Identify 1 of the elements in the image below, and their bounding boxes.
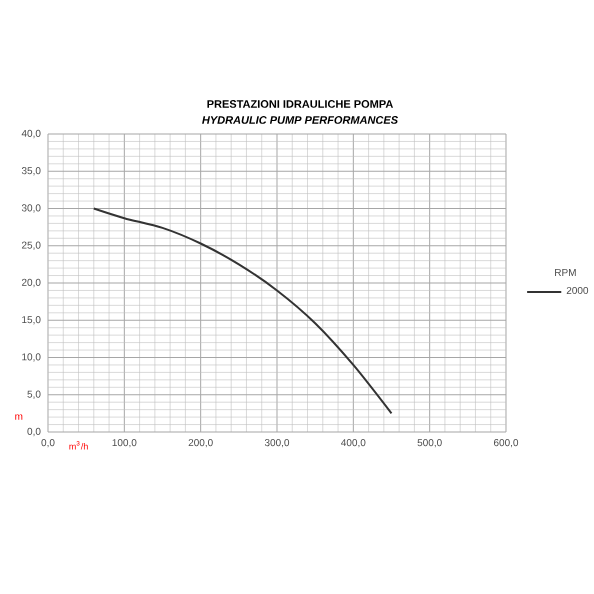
line-series [92,207,393,415]
